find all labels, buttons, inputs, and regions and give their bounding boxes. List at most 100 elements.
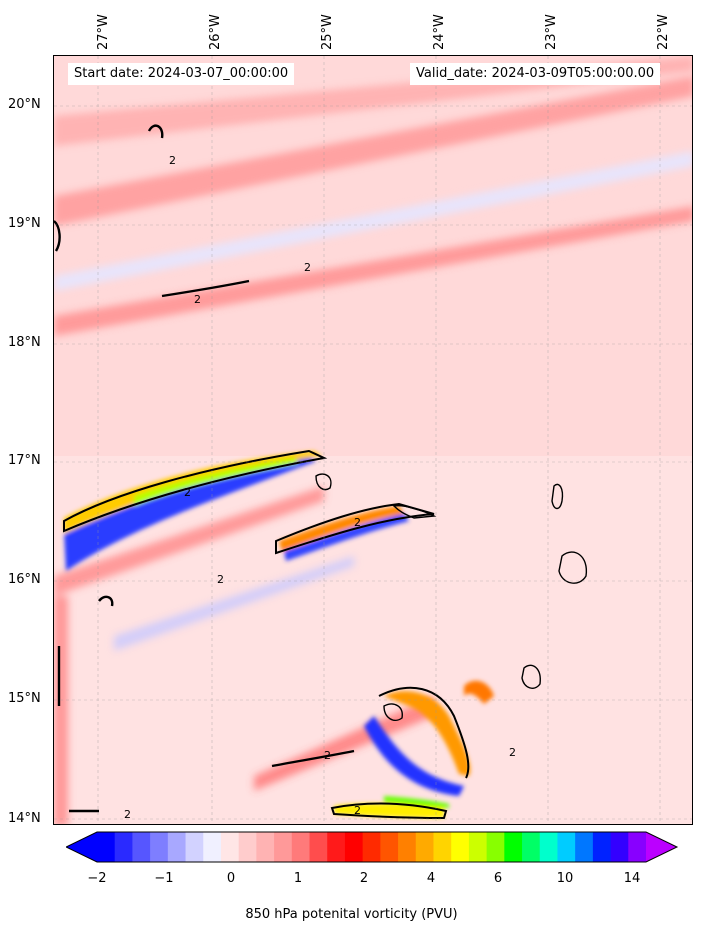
- colorbar-swatch: [150, 832, 169, 862]
- contour-minor-1: [161, 279, 250, 298]
- contour-minor-3: [54, 220, 61, 252]
- colorbar-swatch: [380, 832, 399, 862]
- contour-label-10: 2: [354, 804, 361, 817]
- colorbar-swatch: [522, 832, 541, 862]
- island-outline-5: [392, 504, 437, 519]
- lon-label-23w: 23°W: [544, 14, 559, 50]
- colorbar-swatch: [291, 832, 311, 862]
- colorbar-label: 850 hPa potenital vorticity (PVU): [245, 907, 458, 922]
- lon-label-27w: 27°W: [96, 14, 111, 50]
- lat-label-20n: 20°N: [8, 97, 41, 112]
- colorbar-tick-label: 6: [493, 871, 503, 886]
- colorbar-swatch: [344, 832, 364, 862]
- colorbar-swatch: [274, 832, 293, 862]
- contour-label-1: 2: [194, 293, 201, 306]
- left-edge-red: [54, 596, 68, 824]
- minor-contours: [54, 124, 355, 813]
- contour-labels: 2 2 2 2 2 2 2 2 2 2: [124, 154, 516, 821]
- colorbar-swatch: [167, 832, 187, 862]
- colorbar-swatch: [362, 832, 381, 862]
- colorbar-swatch: [451, 832, 470, 862]
- streak-upper-blue: [54, 151, 692, 291]
- island-outline-6: [383, 703, 403, 722]
- island-outline-3: [521, 664, 541, 689]
- streak-lower-blue: [114, 556, 354, 651]
- colorbar-swatch: [132, 832, 151, 862]
- streak-lower-red: [54, 486, 324, 596]
- streak-bottom-red: [254, 696, 434, 791]
- colorbar-tick-label: 4: [426, 871, 436, 886]
- colorbar-tick-label: 0: [226, 871, 236, 886]
- colorbar-swatch: [628, 832, 647, 862]
- streak-mid-red: [54, 206, 692, 336]
- colorbar-swatch: [539, 832, 558, 862]
- start-date-text: Start date: 2024-03-07_00:00:00: [74, 66, 289, 81]
- lon-label-26w: 26°W: [208, 14, 223, 50]
- vortex-south: [334, 680, 494, 818]
- contour-bottom-band: [330, 802, 448, 820]
- colorbar-tick-label: −1: [154, 871, 174, 886]
- colorbar-swatch: [433, 832, 452, 862]
- colorbar: [66, 831, 679, 863]
- colorbar-extend-high: [646, 832, 677, 862]
- lat-label-17n: 17°N: [8, 453, 41, 468]
- contour-middle: [275, 502, 435, 555]
- contour-label-8: 2: [304, 261, 311, 274]
- colorbar-swatch: [557, 832, 576, 862]
- contour-label-6: 2: [509, 746, 516, 759]
- contour-vortex: [378, 686, 470, 779]
- colorbar-swatch: [327, 832, 346, 862]
- lon-label-24w: 24°W: [432, 14, 447, 50]
- lat-label-15n: 15°N: [8, 691, 41, 706]
- colorbar-swatch: [504, 832, 523, 862]
- lat-label-19n: 19°N: [8, 216, 41, 231]
- colorbar-swatch: [238, 832, 257, 862]
- colorbar-swatch: [592, 832, 612, 862]
- contour-label-2: 2: [184, 486, 191, 499]
- colorbar-swatch: [398, 832, 417, 862]
- island-outline-1: [551, 483, 564, 510]
- colorbar-swatch: [468, 832, 488, 862]
- colorbar-swatch: [309, 832, 328, 862]
- island-outline-2: [558, 551, 588, 584]
- colorbar-tick-label: 14: [623, 871, 641, 886]
- colorbar-tick-label: 10: [556, 871, 574, 886]
- island-outlines: [315, 473, 588, 722]
- colorbar-extend-low: [66, 832, 97, 862]
- lat-label-18n: 18°N: [8, 335, 41, 350]
- colorbar-tick-label: 2: [359, 871, 369, 886]
- contour-minor-6: [271, 749, 355, 768]
- contour-minor-2: [147, 124, 164, 139]
- streak-upper-red: [54, 76, 692, 226]
- valid-date-box: Valid_date: 2024-03-09T05:00:00.00: [410, 63, 661, 85]
- colorbar-swatch: [203, 832, 222, 862]
- colorbar-swatch: [185, 832, 204, 862]
- contour-label-5: 2: [124, 808, 131, 821]
- map-panel: 2 2 2 2 2 2 2 2 2 2: [53, 55, 693, 825]
- colorbar-swatch: [486, 832, 505, 862]
- contour-label-4: 2: [324, 749, 331, 762]
- colorbar-tick-label: −2: [87, 871, 107, 886]
- lat-label-16n: 16°N: [8, 572, 41, 587]
- contour-label-3: 2: [354, 516, 361, 529]
- lon-label-25w: 25°W: [320, 14, 335, 50]
- lat-label-14n: 14°N: [8, 811, 41, 826]
- gridlines: [54, 56, 692, 824]
- colorbar-swatch: [415, 832, 434, 862]
- colorbar-swatch: [220, 832, 240, 862]
- contour-label-9: 2: [217, 573, 224, 586]
- background-streaks: [54, 56, 692, 824]
- colorbar-swatch: [97, 832, 116, 862]
- pv-field-map: 2 2 2 2 2 2 2 2 2 2: [54, 56, 692, 824]
- lon-label-22w: 22°W: [656, 14, 671, 50]
- filament-middle: [279, 506, 409, 561]
- filament-north: [64, 451, 322, 571]
- colorbar-swatch: [256, 832, 275, 862]
- contour-label-7: 2: [169, 154, 176, 167]
- island-outline-4: [315, 473, 332, 491]
- valid-date-text: Valid_date: 2024-03-09T05:00:00.00: [416, 66, 655, 81]
- colorbar-outline: [66, 831, 679, 863]
- colorbar-swatch: [114, 832, 133, 862]
- colorbar-swatch: [575, 832, 594, 862]
- contour-minor-7: [98, 595, 114, 607]
